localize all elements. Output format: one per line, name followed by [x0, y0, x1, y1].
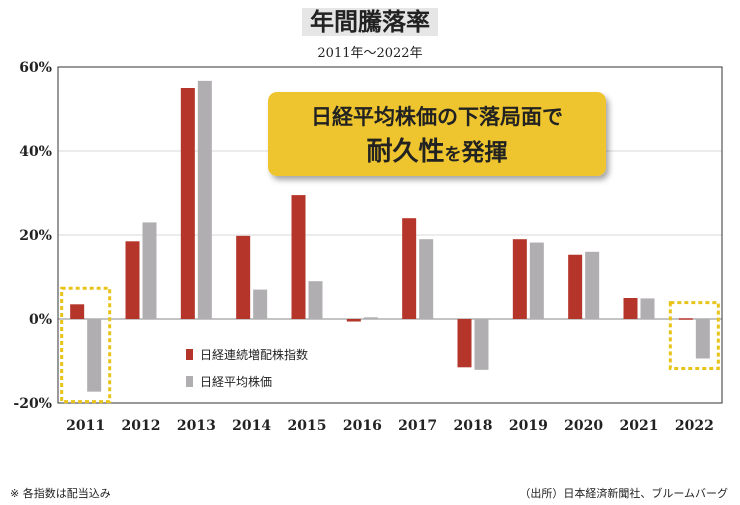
bar-series2-2017	[419, 239, 434, 319]
callout-background	[268, 92, 606, 176]
bar-series2-2021	[640, 298, 655, 319]
bar-series2-2014	[253, 289, 268, 319]
x-tick-label: 2016	[343, 418, 382, 434]
bar-series2-2012	[142, 222, 157, 319]
x-tick-label: 2018	[454, 418, 493, 434]
x-tick-label: 2017	[398, 418, 437, 434]
legend-label-series2: 日経平均株価	[200, 374, 272, 389]
bar-series2-2011	[87, 319, 102, 392]
plot-frame	[57, 66, 723, 404]
y-axis-ticks: -20% 0% 20% 40% 60%	[13, 60, 52, 412]
callout-line2-strong: 耐久性	[366, 137, 444, 167]
bar-series1-2022	[678, 318, 693, 320]
bar-series1-2011	[70, 304, 85, 319]
x-tick-label: 2012	[122, 418, 161, 434]
bar-series1-2020	[568, 254, 583, 319]
bar-series2-2018	[474, 319, 489, 370]
bars	[70, 80, 710, 392]
x-tick-label: 2020	[564, 418, 603, 434]
x-tick-label: 2011	[66, 418, 105, 434]
callout-line2: 耐久性を発揮	[366, 137, 507, 167]
bar-series1-2021	[623, 298, 638, 319]
bar-series2-2015	[308, 281, 323, 319]
x-tick-label: 2015	[288, 418, 327, 434]
highlight-boxes	[60, 286, 720, 404]
y-tick-label: 60%	[19, 60, 52, 76]
x-tick-label: 2022	[675, 418, 714, 434]
footnote: ※ 各指数は配当込み	[10, 487, 111, 500]
chart-title: 年間騰落率	[0, 2, 740, 37]
bar-series2-2016	[363, 317, 378, 319]
highlight-box-2022	[668, 301, 720, 370]
bar-series1-2013	[180, 88, 195, 319]
highlight-box-2011	[60, 286, 112, 404]
bar-series2-2019	[529, 242, 544, 319]
bar-series1-2014	[236, 235, 251, 319]
bar-series1-2012	[125, 241, 140, 319]
callout-box: 日経平均株価の下落局面で 耐久性を発揮	[268, 92, 606, 176]
bar-series1-2018	[457, 319, 472, 368]
callout-line2-end: 発揮	[461, 140, 508, 166]
bar-series1-2015	[291, 195, 306, 319]
bar-series1-2017	[402, 218, 417, 319]
legend-swatch-series2	[186, 376, 193, 387]
bar-series1-2019	[512, 239, 527, 319]
y-tick-label: 40%	[19, 144, 52, 160]
callout-line1: 日経平均株価の下落局面で	[311, 105, 563, 129]
bar-series2-2022	[695, 319, 710, 359]
legend-swatch-series1	[186, 349, 193, 360]
chart-subtitle: 2011年～2022年	[317, 46, 423, 61]
bar-series1-2016	[346, 319, 361, 322]
x-tick-label: 2014	[232, 418, 271, 434]
gridlines	[58, 150, 722, 320]
y-tick-label: 20%	[19, 228, 52, 244]
legend-label-series1: 日経連続増配株指数	[200, 347, 308, 362]
x-tick-label: 2019	[509, 418, 548, 434]
source-note: （出所）日本経済新聞社、ブルームバーグ	[519, 487, 728, 500]
y-tick-label: 0%	[29, 312, 52, 328]
y-tick-label: -20%	[13, 396, 52, 412]
legend: 日経連続増配株指数 日経平均株価	[186, 347, 308, 389]
callout-line2-small: を	[445, 145, 462, 165]
x-tick-label: 2021	[620, 418, 659, 434]
x-tick-label: 2013	[177, 418, 216, 434]
bar-series2-2020	[585, 251, 600, 319]
x-axis-ticks: 2011 2012 2013 2014 2015 2016 2017 2018 2019 2020…	[66, 418, 714, 434]
bar-series2-2013	[197, 80, 212, 319]
